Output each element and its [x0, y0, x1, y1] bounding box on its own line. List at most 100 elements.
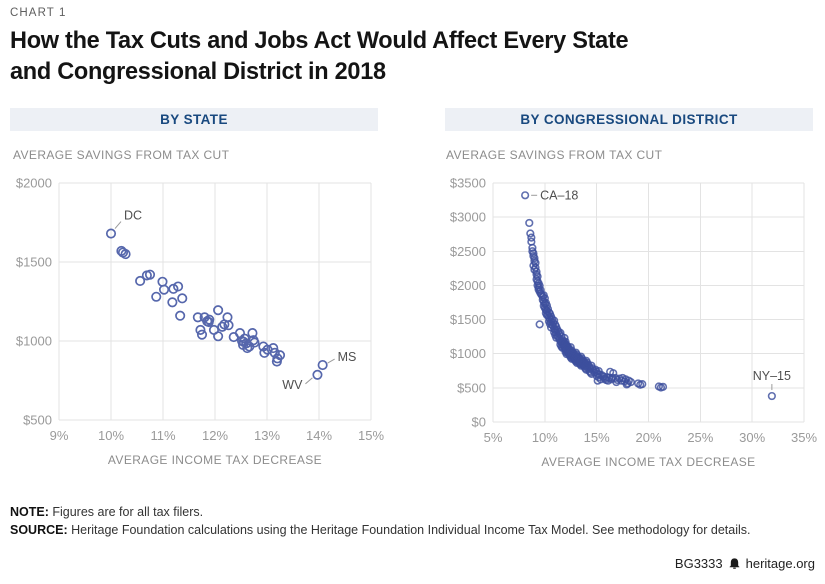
doc-id: BG3333: [674, 556, 723, 571]
y-tick-label: $1000: [450, 346, 486, 361]
tick-labels: 9% 10% 11% 12% 13% 14% 15% $500 $1000 $1500 $2000: [16, 176, 385, 444]
annotated-data-point: [105, 228, 117, 239]
annotations: DC MS WV: [105, 209, 357, 392]
annotation-label: MS: [338, 350, 357, 364]
gridlines: [492, 182, 805, 423]
chart-title: How the Tax Cuts and Jobs Act Would Affe…: [10, 26, 740, 88]
data-point: [530, 265, 539, 274]
x-tick-label: 30%: [739, 430, 765, 445]
footer: BG3333 heritage.org: [675, 556, 815, 571]
chart-eyebrow: CHART 1: [10, 7, 67, 19]
x-axis-title: AVERAGE INCOME TAX DECREASE: [108, 453, 322, 467]
data-points: [116, 245, 286, 367]
data-point: [195, 324, 206, 335]
x-tick-label: 5%: [484, 430, 503, 445]
chart-title-line-1: How the Tax Cuts and Jobs Act Would Affe…: [10, 27, 629, 54]
x-axis-title: AVERAGE INCOME TAX DECREASE: [541, 455, 755, 469]
note-body: Figures are for all tax filers.: [48, 505, 204, 519]
note-label: NOTE:: [10, 505, 49, 519]
data-point: [135, 275, 146, 287]
data-point: [173, 281, 184, 292]
data-point: [213, 305, 224, 316]
y-axis-title: AVERAGE SAVINGS FROM TAX CUT: [446, 148, 663, 162]
annotation-label: NY–15: [753, 369, 791, 383]
data-point: [203, 316, 214, 328]
data-point: [175, 310, 186, 321]
source-text: SOURCE: Heritage Foundation calculations…: [10, 523, 750, 537]
data-point: [532, 267, 541, 276]
annotation-connector: [327, 358, 335, 364]
tick-labels: 5% 10% 15% 20% 25% 30% 35% $0 $500 $1000 $1500 $200…: [450, 176, 818, 446]
annotation-connector: [305, 377, 313, 385]
y-tick-label: $2000: [450, 278, 486, 293]
annotation-connector: [114, 221, 122, 229]
y-tick-label: $2000: [16, 176, 52, 191]
data-point: [259, 347, 270, 358]
data-point: [626, 377, 635, 387]
annotation-label: CA–18: [540, 188, 578, 202]
data-point: [238, 336, 249, 347]
data-point: [177, 293, 188, 304]
data-point: [622, 380, 631, 389]
annotated-data-point: [317, 359, 328, 371]
data-point: [529, 249, 538, 258]
y-tick-label: $500: [457, 380, 486, 395]
annotations: CA–18 NY–15: [521, 188, 791, 401]
data-point: [158, 284, 170, 295]
by-district-scatter-chart: 5% 10% 15% 20% 25% 30% 35% $0 $500 $1000 $1500 $200…: [446, 148, 818, 469]
x-tick-label: 15%: [358, 428, 384, 443]
x-tick-label: 25%: [687, 430, 713, 445]
y-tick-label: $3000: [450, 210, 486, 225]
gridlines: [58, 182, 372, 421]
data-point: [638, 380, 647, 389]
x-tick-label: 11%: [150, 428, 175, 443]
y-tick-label: $1500: [16, 255, 52, 270]
panel-header-by-state: BY STATE: [10, 108, 378, 131]
data-point: [526, 229, 535, 238]
data-point: [540, 294, 549, 303]
data-point: [268, 343, 279, 354]
chart-title-line-2: and Congressional District in 2018: [10, 57, 386, 85]
data-point: [582, 360, 591, 369]
data-point: [223, 320, 234, 331]
y-tick-label: $3500: [450, 176, 486, 191]
data-point: [658, 382, 668, 391]
x-tick-label: 13%: [254, 428, 280, 443]
data-point: [157, 276, 168, 287]
source-label: SOURCE:: [10, 523, 68, 537]
x-tick-label: 35%: [791, 430, 817, 445]
liberty-bell-icon: [729, 558, 739, 569]
annotated-data-point: [767, 391, 776, 401]
data-point: [249, 337, 260, 348]
data-point: [581, 361, 590, 370]
annotation-label: DC: [124, 209, 142, 223]
data-point: [167, 297, 178, 308]
y-tick-label: $1500: [450, 312, 486, 327]
annotated-data-point: [521, 191, 530, 200]
x-tick-label: 12%: [202, 428, 228, 443]
x-tick-label: 20%: [635, 430, 661, 445]
data-points: [525, 218, 668, 392]
data-point: [528, 243, 537, 252]
data-point: [213, 331, 224, 342]
x-tick-label: 10%: [98, 428, 124, 443]
note-text: NOTE: Figures are for all tax filers.: [10, 505, 203, 519]
x-tick-label: 14%: [306, 428, 332, 443]
annotation-label: WV: [282, 378, 303, 392]
x-tick-label: 9%: [50, 428, 69, 443]
source-body: Heritage Foundation calculations using t…: [67, 523, 751, 537]
data-point: [120, 249, 131, 260]
data-point: [217, 321, 228, 332]
y-axis-title: AVERAGE SAVINGS FROM TAX CUT: [13, 148, 230, 162]
annotated-data-point: [312, 369, 323, 380]
data-point: [247, 328, 258, 339]
y-tick-label: $1000: [16, 334, 52, 349]
data-point: [529, 261, 538, 270]
site-url: heritage.org: [745, 556, 815, 571]
data-point: [271, 356, 282, 367]
x-tick-label: 10%: [532, 430, 558, 445]
data-point: [609, 369, 618, 378]
y-tick-label: $2500: [450, 244, 486, 259]
data-point: [196, 329, 208, 340]
y-tick-label: $500: [23, 413, 52, 428]
